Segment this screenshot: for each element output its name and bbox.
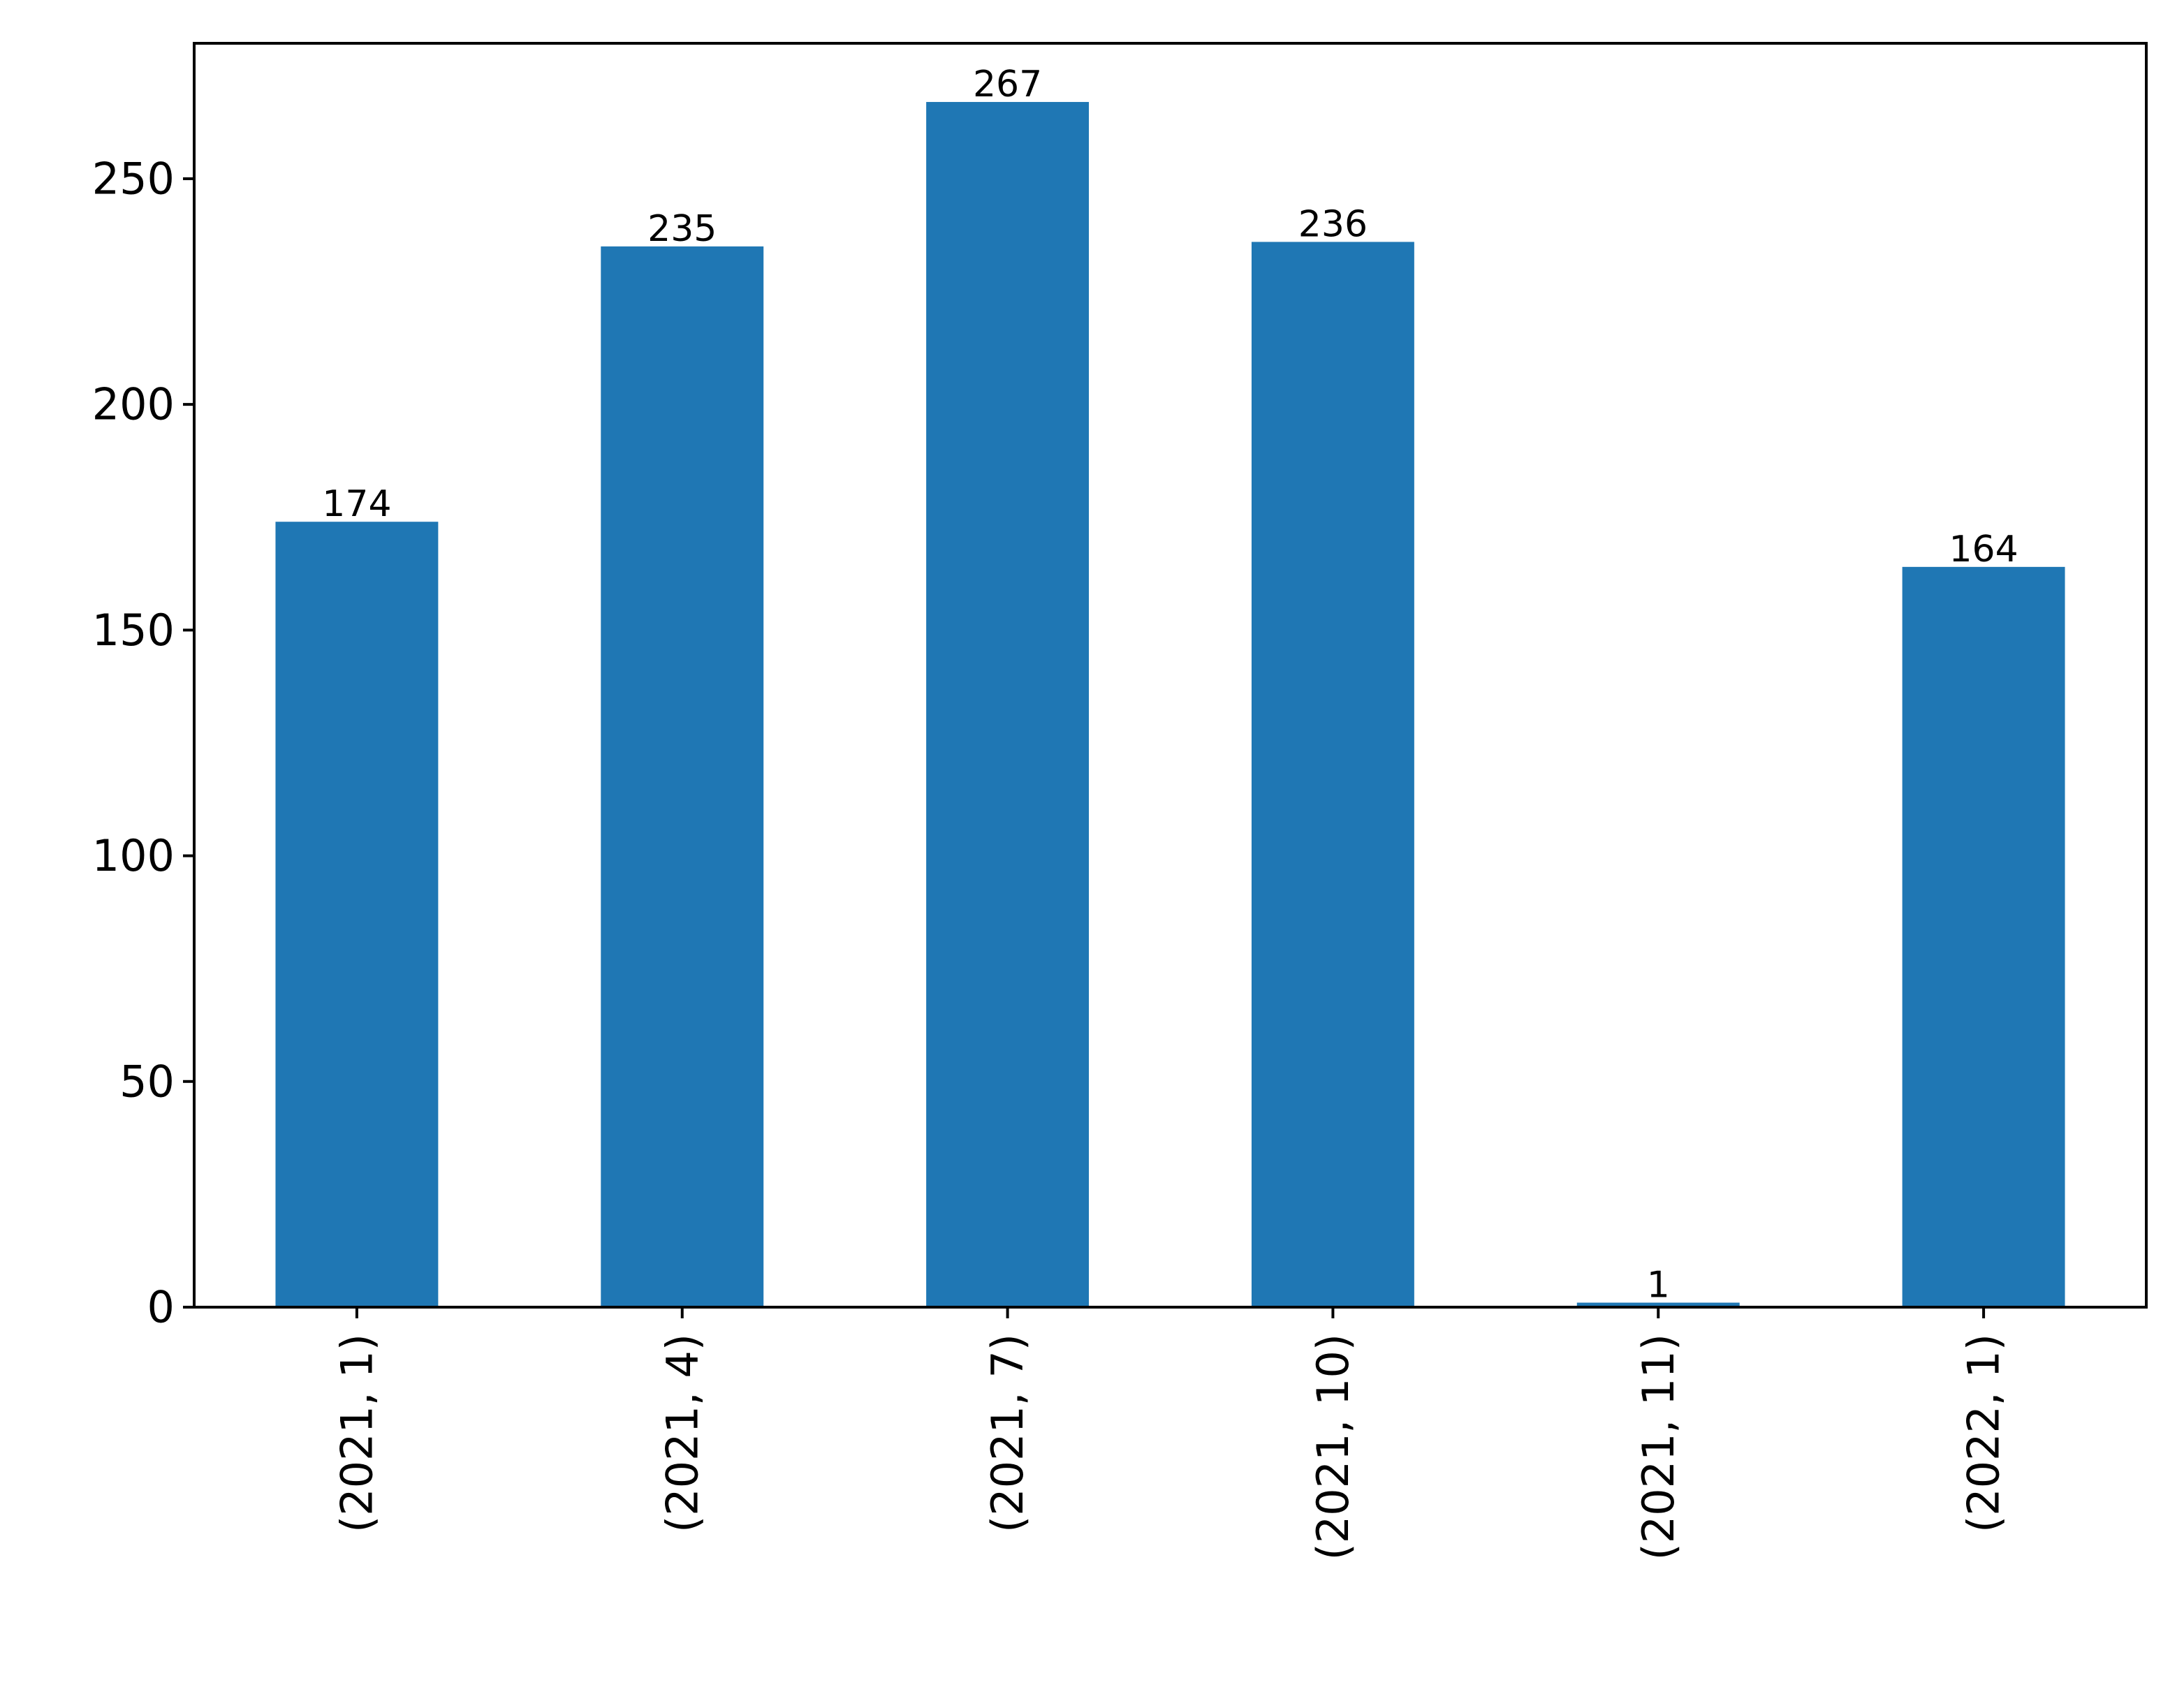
y-tick-label: 50 — [119, 1056, 175, 1107]
data-labels-layer: 174 235 267 236 1 164 — [322, 64, 2018, 1306]
data-label: 267 — [973, 64, 1042, 105]
bar — [601, 246, 764, 1308]
data-label: 235 — [647, 208, 717, 250]
bar — [275, 522, 439, 1307]
x-tick-label: (2022, 1) — [1958, 1334, 2009, 1533]
data-label: 1 — [1647, 1265, 1670, 1306]
y-tick-label: 200 — [92, 379, 175, 430]
y-tick-label: 100 — [92, 830, 175, 881]
x-tick-label: (2021, 10) — [1307, 1334, 1358, 1560]
x-tick-label: (2021, 7) — [982, 1334, 1033, 1533]
bar — [926, 102, 1090, 1307]
x-axis: (2021, 1) (2021, 4) (2021, 7) (2021, 10) (20… — [331, 1307, 2009, 1560]
data-label: 174 — [322, 483, 391, 525]
y-tick-label: 250 — [92, 153, 175, 204]
x-tick-label: (2021, 4) — [657, 1334, 708, 1533]
data-label: 236 — [1298, 203, 1368, 245]
bar — [1251, 242, 1414, 1307]
y-tick-label: 150 — [92, 605, 175, 656]
bars-layer — [275, 102, 2065, 1308]
data-label: 164 — [1949, 529, 2018, 570]
y-axis: 0 50 100 150 200 250 — [92, 153, 194, 1333]
x-tick-label: (2021, 11) — [1633, 1334, 1684, 1560]
plot-frame — [193, 42, 2148, 1309]
bar — [1576, 1302, 1740, 1307]
y-tick-label: 0 — [147, 1282, 175, 1333]
x-tick-label: (2021, 1) — [331, 1334, 382, 1533]
bar — [1902, 566, 2065, 1307]
